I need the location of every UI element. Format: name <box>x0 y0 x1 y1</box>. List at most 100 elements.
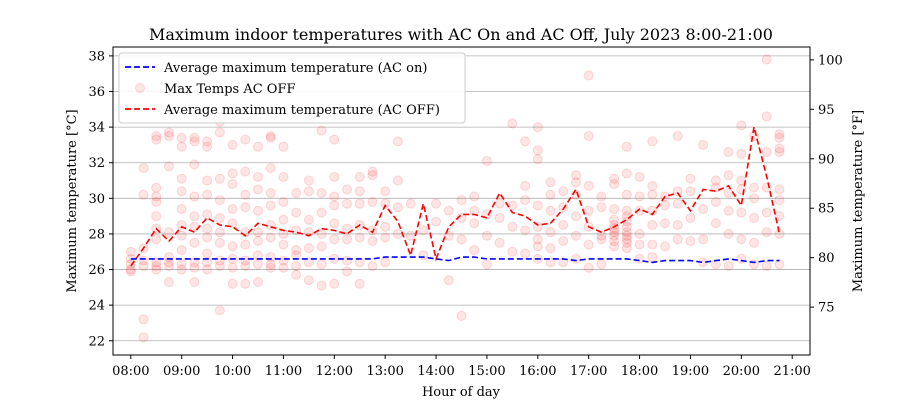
scatter-point <box>520 180 531 191</box>
scatter-point <box>291 207 302 218</box>
scatter-point <box>227 204 238 215</box>
avg-line-ac-off <box>130 126 781 267</box>
scatter-point <box>774 211 785 222</box>
scatter-point <box>380 198 391 209</box>
scatter-point <box>189 257 200 268</box>
y-tick-label-right: 100 <box>818 53 843 68</box>
scatter-point <box>265 252 276 263</box>
scatter-point <box>672 186 683 197</box>
scatter-point <box>202 209 213 220</box>
scatter-point <box>214 127 225 138</box>
scatter-point <box>354 198 365 209</box>
scatter-point <box>367 225 378 236</box>
scatter-point <box>265 187 276 198</box>
scatter-point <box>621 141 632 152</box>
scatter-point <box>723 260 734 271</box>
scatter-point <box>342 184 353 195</box>
scatter-point <box>151 260 162 271</box>
scatter-point <box>609 236 620 247</box>
scatter-point <box>621 168 632 179</box>
scatter-point <box>761 260 772 271</box>
scatter-point <box>252 227 263 238</box>
scatter-point <box>176 204 187 215</box>
scatter-point <box>443 275 454 286</box>
scatter-point <box>291 187 302 198</box>
scatter-point <box>749 237 760 248</box>
scatter-point <box>672 198 683 209</box>
scatter-point <box>138 163 149 174</box>
scatter-point <box>532 122 543 133</box>
scatter-point <box>176 259 187 270</box>
scatter-point <box>354 278 365 289</box>
y-tick-label-right: 75 <box>818 301 835 316</box>
scatter-point <box>736 253 747 264</box>
x-tick-label: 08:00 <box>112 364 149 379</box>
scatter-point <box>303 243 314 254</box>
scatter-point <box>176 173 187 184</box>
scatter-point <box>138 255 149 266</box>
scatter-point <box>710 175 721 186</box>
scatter-point <box>405 198 416 209</box>
scatter-point <box>316 187 327 198</box>
scatter-point <box>774 259 785 270</box>
scatter-point <box>723 228 734 239</box>
scatter-point <box>621 221 632 232</box>
scatter-point <box>558 257 569 268</box>
scatter-point <box>583 180 594 191</box>
scatter-point <box>316 125 327 136</box>
scatter-point <box>456 195 467 206</box>
scatter-point <box>176 141 187 152</box>
y-tick-label-left: 34 <box>88 121 105 136</box>
scatter-point <box>163 260 174 271</box>
scatter-point <box>558 202 569 213</box>
scatter-point <box>329 171 340 182</box>
y-tick-label-left: 38 <box>88 49 105 64</box>
legend: Average maximum temperature (AC on) Max … <box>118 52 466 124</box>
scatter-point <box>354 232 365 243</box>
scatter-point <box>507 200 518 211</box>
scatter-point <box>176 244 187 255</box>
scatter-point <box>316 259 327 270</box>
scatter-point <box>431 198 442 209</box>
scatter-point <box>685 186 696 197</box>
scatter-point <box>392 175 403 186</box>
scatter-point <box>214 212 225 223</box>
scatter-point <box>634 228 645 239</box>
scatter-point <box>252 171 263 182</box>
scatter-point <box>660 241 671 252</box>
scatter-point <box>278 262 289 273</box>
x-tick-label: 21:00 <box>773 364 810 379</box>
scatter-point <box>380 186 391 197</box>
scatter-point <box>202 232 213 243</box>
scatter-point <box>596 191 607 202</box>
scatter-point <box>774 228 785 239</box>
scatter-point <box>392 136 403 147</box>
plot-frame <box>112 46 811 356</box>
scatter-point <box>520 195 531 206</box>
scatter-point <box>621 227 632 238</box>
scatter-point <box>151 257 162 268</box>
scatter-point <box>163 252 174 263</box>
y-tick-label-left: 28 <box>88 227 105 242</box>
scatter-point <box>252 259 263 270</box>
scatter-point <box>774 132 785 143</box>
scatter-point <box>532 241 543 252</box>
scatter-point <box>570 230 581 241</box>
scatter-point <box>227 168 238 179</box>
scatter-point <box>405 230 416 241</box>
scatter-point <box>698 139 709 150</box>
scatter-point <box>634 191 645 202</box>
scatter-point <box>342 266 353 277</box>
scatter-point <box>240 202 251 213</box>
scatter-point <box>609 230 620 241</box>
y-tick-label-left: 26 <box>88 263 105 278</box>
scatter-point <box>151 134 162 145</box>
scatter-point <box>240 260 251 271</box>
x-tick-label: 09:00 <box>163 364 200 379</box>
scatter-point <box>202 223 213 234</box>
scatter-point <box>176 186 187 197</box>
scatter-point <box>634 171 645 182</box>
scatter-point <box>761 54 772 65</box>
scatter-point <box>469 218 480 229</box>
scatter-point <box>189 211 200 222</box>
